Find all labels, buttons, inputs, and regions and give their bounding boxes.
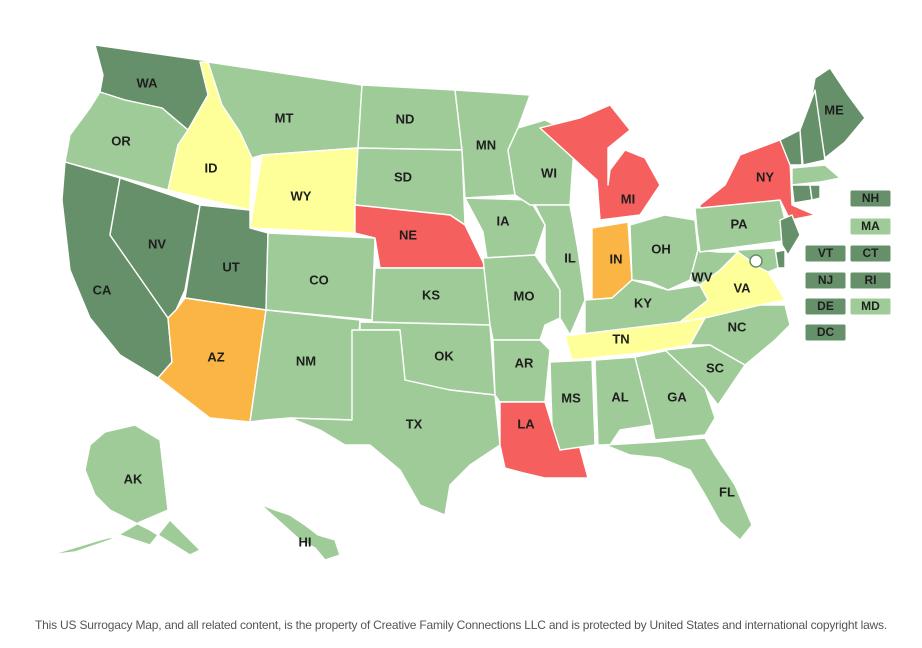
state-nm[interactable]	[249, 309, 361, 423]
small-state-box-ct[interactable]	[849, 244, 892, 263]
state-la[interactable]	[499, 401, 589, 479]
state-ak[interactable]	[49, 424, 201, 556]
state-ma[interactable]	[791, 164, 841, 186]
small-state-box-nh[interactable]	[849, 189, 892, 208]
state-mi[interactable]	[539, 104, 661, 221]
state-ct[interactable]	[791, 184, 813, 204]
small-state-box-nj[interactable]	[804, 271, 847, 290]
state-az[interactable]	[157, 297, 267, 423]
state-ri[interactable]	[809, 184, 821, 201]
state-fl[interactable]	[604, 437, 753, 541]
state-tx[interactable]	[289, 329, 501, 516]
states-layer	[49, 44, 866, 561]
state-wy[interactable]	[249, 147, 359, 234]
state-ny[interactable]	[699, 139, 816, 221]
state-ms[interactable]	[549, 359, 596, 451]
small-state-box-ma[interactable]	[849, 217, 892, 236]
state-ks[interactable]	[371, 267, 491, 326]
small-state-box-md[interactable]	[849, 297, 892, 316]
state-nd[interactable]	[357, 84, 463, 151]
state-nh[interactable]	[799, 89, 826, 166]
state-mo[interactable]	[482, 254, 561, 341]
dc-marker	[749, 254, 763, 268]
state-sc[interactable]	[664, 344, 746, 406]
state-pa[interactable]	[694, 199, 791, 253]
small-state-box-vt[interactable]	[804, 244, 847, 263]
state-co[interactable]	[265, 232, 376, 321]
small-state-box-ri[interactable]	[849, 271, 892, 290]
state-oh[interactable]	[629, 214, 699, 291]
state-hi[interactable]	[249, 494, 341, 561]
state-il[interactable]	[534, 204, 586, 336]
small-state-box-de[interactable]	[804, 297, 847, 316]
copyright-notice: This US Surrogacy Map, and all related c…	[35, 618, 887, 632]
state-nj[interactable]	[779, 214, 801, 256]
us-surrogacy-map: WAORCANVIDMTWYUTAZCONMNDSDNEKSOKTXMNIAMO…	[49, 44, 892, 561]
state-ar[interactable]	[492, 339, 551, 403]
small-state-box-dc[interactable]	[804, 323, 847, 342]
state-vt[interactable]	[779, 129, 803, 166]
